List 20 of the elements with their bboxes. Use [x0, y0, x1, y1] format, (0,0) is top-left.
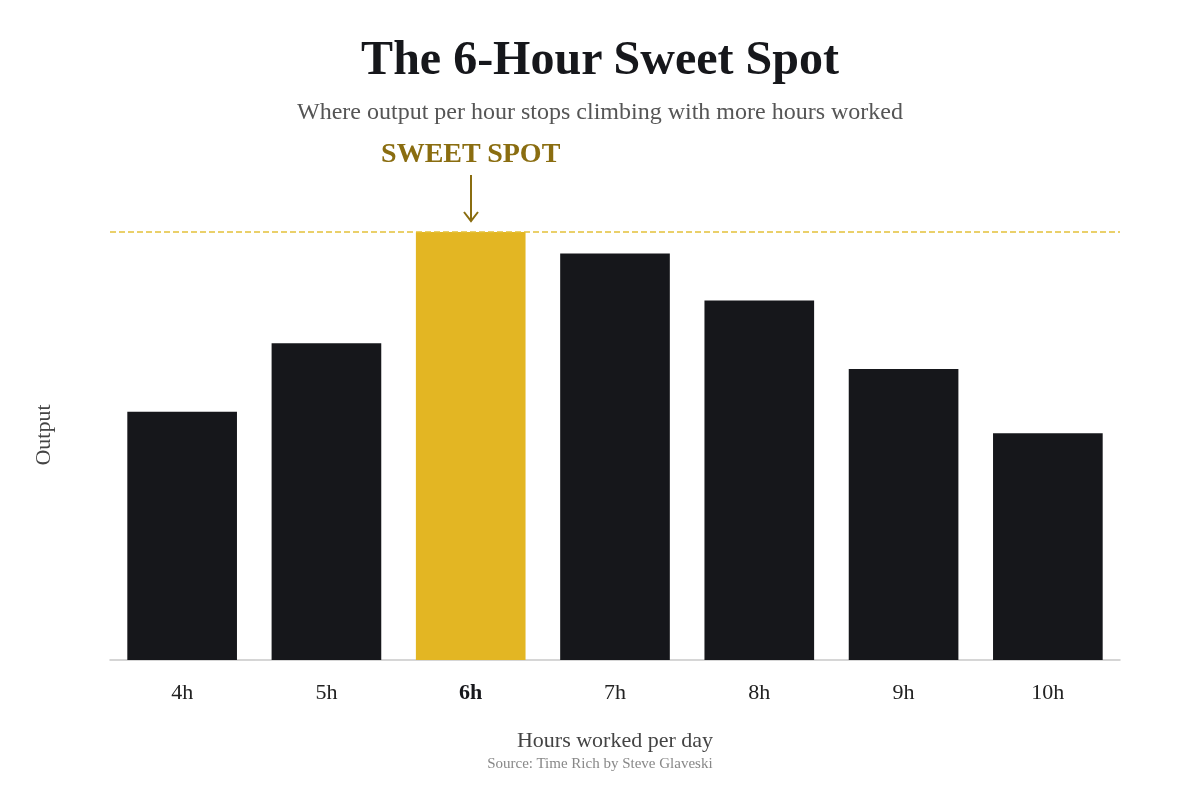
- bar: [848, 368, 959, 660]
- bar: [271, 343, 382, 660]
- x-tick-label: 4h: [171, 678, 194, 704]
- annotation: SWEET SPOT: [381, 136, 561, 168]
- chart-subtitle: Where output per hour stops climbing with more hours worked: [297, 98, 903, 124]
- x-tick-label: 10h: [1031, 678, 1065, 704]
- x-tick-label: 7h: [604, 678, 626, 704]
- x-tick-label: 5h: [315, 678, 338, 704]
- x-tick-label: 9h: [892, 678, 915, 704]
- chart-title: The 6-Hour Sweet Spot: [361, 30, 839, 84]
- bar: [704, 300, 815, 660]
- x-axis-title: Hours worked per day: [516, 726, 714, 752]
- source-note: Source: Time Rich by Steve Glaveski: [487, 754, 713, 771]
- y-axis-title: Output: [29, 404, 55, 466]
- x-tick-label: 8h: [748, 678, 771, 704]
- bar: [560, 253, 670, 660]
- bar: [993, 433, 1103, 660]
- bar: [127, 411, 237, 660]
- bar: [415, 232, 526, 660]
- x-tick-label: 6h: [459, 678, 483, 704]
